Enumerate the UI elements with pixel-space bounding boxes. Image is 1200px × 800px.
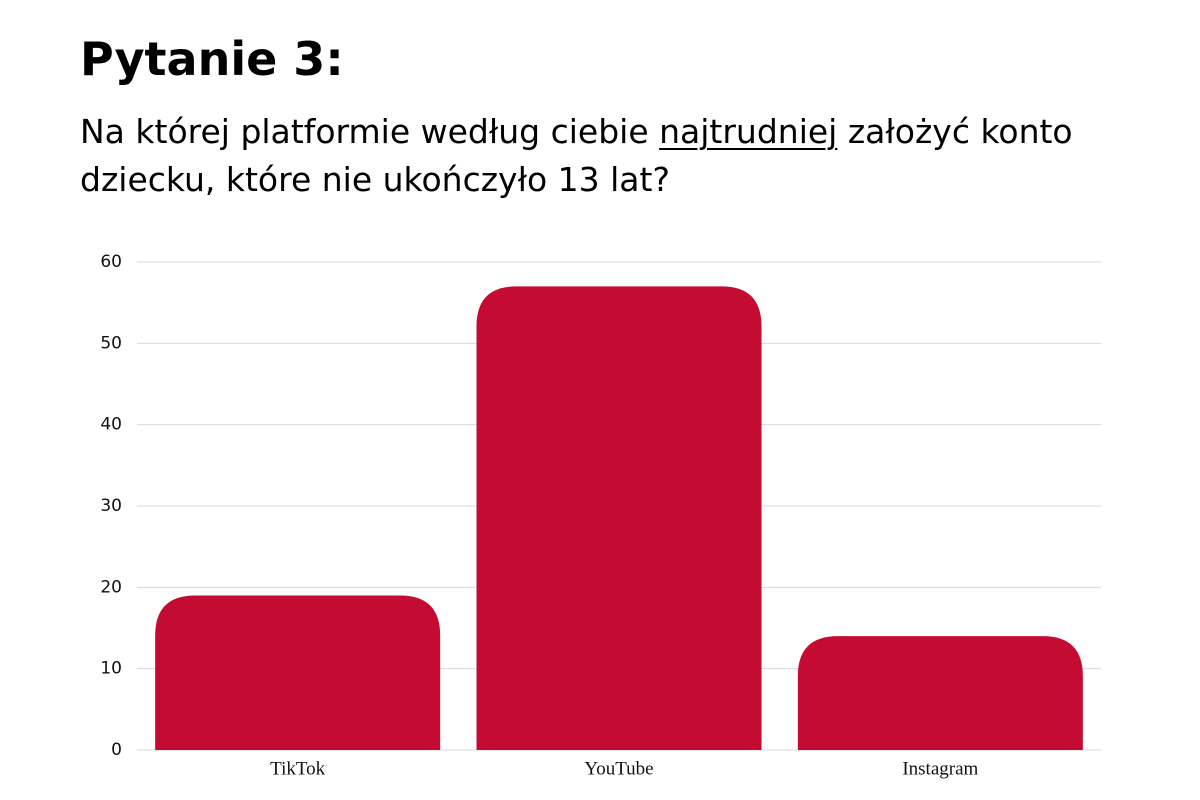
y-tick-label: 40 [100,415,122,435]
subtitle-text: założyć konto dziecku, które nie ukończy… [80,112,1073,199]
y-tick-label: 0 [111,740,122,760]
bar [155,595,441,750]
y-tick-label: 20 [100,577,122,597]
x-tick-label: TikTok [270,758,325,779]
y-tick-label: 30 [100,496,122,516]
x-tick-label: Instagram [902,758,978,779]
y-tick-label: 60 [100,252,122,272]
subtitle-text: Na której platformie według ciebie [80,112,649,151]
chart-title: Pytanie 3: [80,32,344,86]
y-tick-label: 50 [100,333,122,353]
y-tick-label: 10 [100,659,122,679]
subtitle-emphasis: najtrudniej [659,112,838,151]
chart-subtitle: Na której platformie według ciebie najtr… [80,108,1120,204]
x-tick-label: YouTube [584,758,653,779]
bar [476,286,762,750]
bar [797,636,1083,750]
